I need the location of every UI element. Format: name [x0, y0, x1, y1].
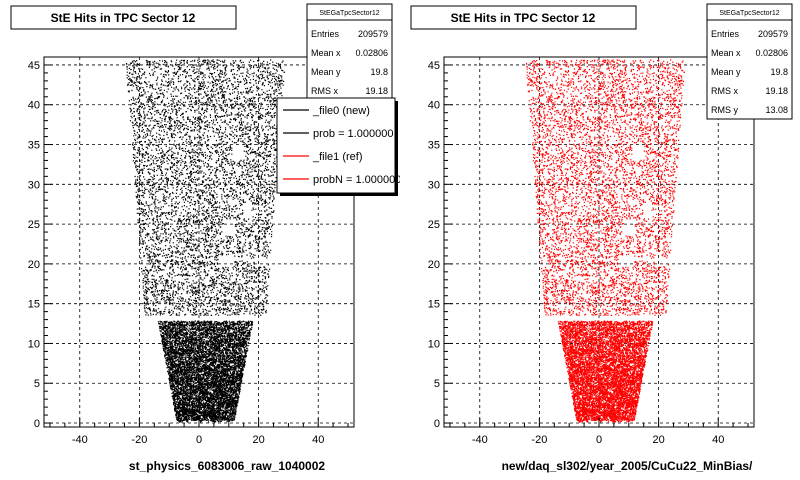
y-tick-label: 5 — [434, 378, 440, 390]
y-tick-label: 20 — [428, 259, 440, 271]
stats-value: 19.8 — [770, 67, 788, 77]
stats-value: 19.8 — [370, 67, 388, 77]
x-tick-label: 20 — [652, 434, 664, 446]
y-tick-label: 20 — [28, 259, 40, 271]
stats-value: 0.02806 — [355, 48, 388, 58]
stats-value: 13.08 — [765, 105, 788, 115]
stats-label: Entries — [311, 29, 340, 39]
y-tick-label: 30 — [428, 179, 440, 191]
x-tick-label: -20 — [531, 434, 547, 446]
x-tick-label: -40 — [472, 434, 488, 446]
y-tick-label: 25 — [28, 219, 40, 231]
chart-title-box — [410, 5, 637, 30]
y-tick-label: 15 — [28, 299, 40, 311]
stats-label: RMS y — [711, 105, 739, 115]
y-tick-label: 0 — [434, 418, 440, 430]
y-tick-label: 45 — [428, 60, 440, 72]
x-tick-label: -20 — [131, 434, 147, 446]
legend-label: _file0 (new) — [312, 105, 370, 117]
y-tick-label: 30 — [28, 179, 40, 191]
right-chart-svg: -40 -20 0 20 40 0 5 10 15 20 25 30 35 40 45 new/daq_sl3… — [410, 3, 793, 473]
y-tick-label: 45 — [28, 60, 40, 72]
x-tick-label: 0 — [196, 434, 202, 446]
left-chart-panel: -40 -20 0 20 40 0 5 10 15 20 25 30 35 40 45 st_physics_… — [10, 3, 400, 473]
legend-box — [276, 97, 396, 194]
x-tick-label: 40 — [312, 434, 324, 446]
hit-points — [125, 59, 286, 423]
chart-title: StE Hits in TPC Sector 12 — [51, 11, 196, 25]
stats-box — [706, 3, 793, 120]
stats-label: Mean x — [711, 48, 741, 58]
stats-value: 209579 — [358, 29, 388, 39]
stats-label: Mean y — [311, 67, 341, 77]
x-axis-title: st_physics_6083006_raw_1040002 — [129, 459, 325, 473]
y-tick-label: 35 — [28, 140, 40, 152]
chart-title: StE Hits in TPC Sector 12 — [451, 11, 596, 25]
x-tick-label: 0 — [596, 434, 602, 446]
left-chart-svg: -40 -20 0 20 40 0 5 10 15 20 25 30 35 40 45 st_physics_… — [10, 3, 400, 473]
x-tick-label: 20 — [252, 434, 264, 446]
stats-label: RMS x — [711, 86, 739, 96]
legend-label: _file1 (ref) — [312, 151, 363, 163]
y-tick-label: 10 — [428, 338, 440, 350]
stats-label: Mean y — [711, 67, 741, 77]
stats-label: RMS x — [311, 86, 339, 96]
x-tick-label: -40 — [72, 434, 88, 446]
stats-label: Mean x — [311, 48, 341, 58]
y-tick-label: 15 — [428, 299, 440, 311]
y-tick-label: 40 — [28, 100, 40, 112]
stats-label: Entries — [711, 29, 740, 39]
hit-points — [525, 59, 685, 423]
y-tick-label: 10 — [28, 338, 40, 350]
x-tick-label: 40 — [712, 434, 724, 446]
stats-value: 0.02806 — [755, 48, 788, 58]
stats-name: StEGaTpcSector12 — [719, 10, 779, 17]
y-tick-label: 5 — [34, 378, 40, 390]
y-tick-label: 0 — [34, 418, 40, 430]
chart-title-box — [10, 5, 237, 30]
stats-value: 19.18 — [765, 86, 788, 96]
y-tick-label: 35 — [428, 140, 440, 152]
stats-name: StEGaTpcSector12 — [319, 10, 379, 17]
legend-label: prob = 1.000000 — [313, 128, 393, 140]
x-axis-title: new/daq_sl302/year_2005/CuCu22_MinBias/ — [502, 459, 753, 473]
legend-label: probN = 1.000000 — [313, 174, 400, 186]
y-tick-label: 40 — [428, 100, 440, 112]
stats-value: 19.18 — [365, 86, 388, 96]
right-chart-panel: -40 -20 0 20 40 0 5 10 15 20 25 30 35 40 45 new/daq_sl3… — [400, 0, 800, 480]
stats-value: 209579 — [758, 29, 788, 39]
y-tick-label: 25 — [428, 219, 440, 231]
